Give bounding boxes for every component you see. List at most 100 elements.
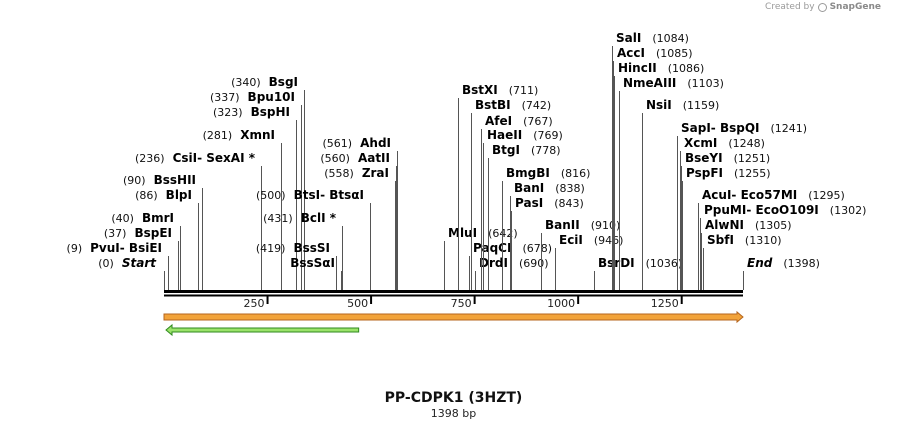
site-name: NsiI [646,98,672,112]
site-position: (769) [533,129,563,142]
site-name: Bpu10I [248,90,295,104]
site-acui[interactable]: AcuI - Eco57MI (1295) [698,188,845,290]
site-zrai[interactable]: (558) ZraI [324,166,396,290]
site-afei[interactable]: AfeI (767) [481,114,553,290]
site-name: XcmI [684,136,717,150]
site-bstxi[interactable]: BstXI (711) [458,83,539,290]
site-name: AlwNI [705,218,744,232]
site-position: (1084) [652,32,689,45]
site-xmni[interactable]: (281) XmnI [203,128,282,290]
site-acci[interactable]: AccI (1085) [613,46,693,290]
site-bsphi[interactable]: (323) BspHI [213,105,297,290]
site-name: Start [122,256,157,270]
site-position: (281) [203,129,233,142]
site-bsrdi[interactable]: BsrDI (1036) [594,256,683,290]
site-name: BsrDI [598,256,635,270]
site-pasi[interactable]: PasI (843) [511,196,584,290]
snapgene-credit: Created by SnapGene [765,2,881,12]
site-position: (910) [591,219,621,232]
site-name: BspEI [134,226,172,240]
site-sapi[interactable]: SapI - BspQI (1241) [677,121,808,290]
site-position: (1103) [687,77,724,90]
site-alt-name: - BspQI [711,121,760,135]
site-name: PpuMI [704,203,746,217]
restriction-sites: (0) Start (9) PvuI - BsiEI(37) BspEI(40) BmrI… [67,31,867,290]
site-position: (340) [231,76,261,89]
site-paqci[interactable]: PaqCI (678) [469,241,553,290]
site-position: (558) [324,167,354,180]
site-ecii[interactable]: EciI (946) [555,233,624,290]
site-name: AccI [617,46,645,60]
site-name: End [747,256,773,270]
site-position: (1295) [808,189,845,202]
site-alt-name: - EcoO109I [746,203,818,217]
site-position: (946) [594,234,624,247]
site-banii[interactable]: BanII (910) [541,218,621,290]
site-position: (1036) [646,257,683,270]
site-position: (37) [104,227,127,240]
site-csii[interactable]: (236) CsiI - SexAI * [135,151,262,290]
site-bspei[interactable]: (37) BspEI [104,226,179,290]
site-bsssi[interactable]: BssSαI [290,256,342,290]
site-drdi[interactable]: DrdI (690) [475,256,549,290]
site-nmeaiii[interactable]: NmeAIII (1103) [619,76,724,290]
site-bmgbi[interactable]: BmgBI (816) [502,166,591,290]
site-position: (431) [263,212,293,225]
site-bcli[interactable]: (431) BclI * [263,211,343,290]
credit-prefix: Created by [765,2,815,12]
site-name: SapI [681,121,711,135]
site-bani[interactable]: BanI (838) [510,181,585,290]
site-bsssi[interactable]: (419) BssSI [256,241,337,290]
forward-feature[interactable] [163,310,744,324]
site-position: (1255) [734,167,771,180]
site-name: EciI [559,233,583,247]
site-name: BtsI [294,188,321,202]
site-bseyi[interactable]: BseYI (1251) [681,151,771,290]
plasmid-name: PP-CDPK1 (3HZT) [384,390,523,406]
site-name: BssHII [154,173,196,187]
site-bstbi[interactable]: BstBI (742) [471,98,552,290]
site-name: AfeI [485,114,512,128]
sequence-backbone-top [164,290,743,293]
site-name: MluI [448,226,477,240]
site-haeii[interactable]: HaeII (769) [483,128,563,290]
site-name: HincII [618,61,657,75]
sequence-backbone-bottom [164,294,743,297]
site-ahdi[interactable]: (561) AhdI [323,136,398,290]
site-name: BstXI [462,83,498,97]
site-name: BssSI [293,241,330,255]
site-sali[interactable]: SalI (1084) [612,31,689,290]
site-position: (561) [323,137,353,150]
features [163,310,744,337]
site-pspfi[interactable]: PspFI (1255) [682,166,771,290]
ruler-tick-label: 250 [244,297,265,310]
site-pvui[interactable]: (9) PvuI - BsiEI [67,241,169,290]
site-ppumi[interactable]: PpuMI - EcoO109I (1302) [700,203,867,290]
site-nsii[interactable]: NsiI (1159) [642,98,720,290]
site-alt-name: - Eco57MI [731,188,797,202]
site-start[interactable]: (0) Start [98,256,165,290]
site-btgi[interactable]: BtgI (778) [488,143,561,290]
snapgene-logo-icon [817,2,827,12]
site-xcmi[interactable]: XcmI (1248) [680,136,765,290]
site-btsi[interactable]: (500) BtsI - BtsαI [256,188,371,290]
site-position: (1310) [745,234,782,247]
site-bmri[interactable]: (40) BmrI [111,211,181,290]
site-position: (1251) [734,152,771,165]
site-position: (1241) [771,122,808,135]
site-name: BmrI [142,211,174,225]
site-alwni[interactable]: AlwNI (1305) [701,218,792,290]
site-aatii[interactable]: (560) AatII [320,151,397,290]
site-name: ZraI [362,166,389,180]
site-sbfi[interactable]: SbfI (1310) [703,233,782,290]
reverse-feature[interactable] [165,323,360,337]
site-bsgi[interactable]: (340) BsgI [231,75,305,290]
site-blpi[interactable]: (86) BlpI [135,188,199,290]
site-position: (419) [256,242,286,255]
site-position: (500) [256,189,286,202]
site-hincii[interactable]: HincII (1086) [614,61,705,290]
site-bpu10i[interactable]: (337) Bpu10I [210,90,302,290]
site-name: BanII [545,218,580,232]
site-bsshii[interactable]: (90) BssHII [123,173,203,290]
site-end[interactable]: End (1398) [743,256,820,290]
